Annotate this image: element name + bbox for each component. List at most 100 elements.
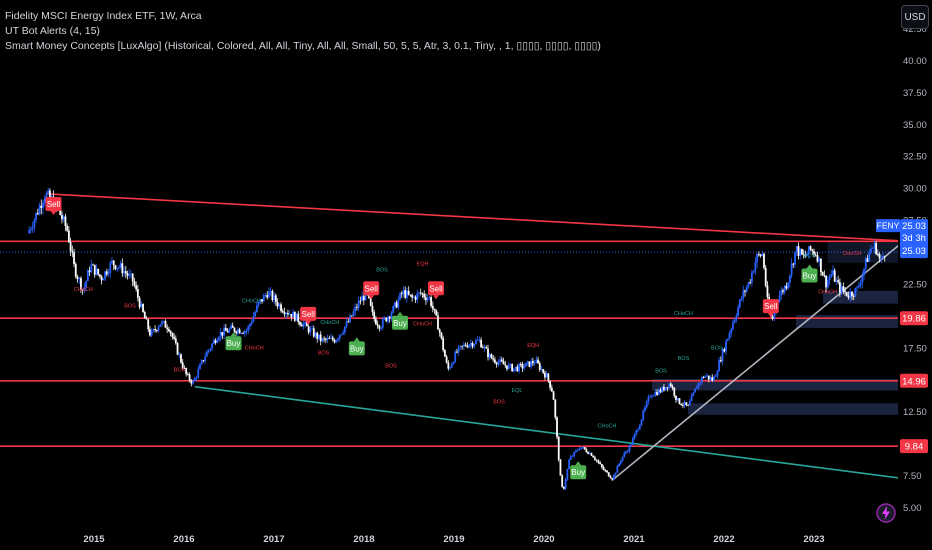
price-axis-bg [898,0,932,550]
candle-body [616,465,619,473]
candle-body [756,254,758,263]
candle-body [516,366,519,372]
level-price-label: 9.84 [905,442,924,453]
price-axis[interactable]: 5.007.5010.0012.5015.0017.5020.0022.5025… [898,0,932,550]
candle-body [121,263,124,274]
candle-body [625,451,627,454]
candle-body [133,281,136,286]
candle-body [549,380,552,388]
candle-body [326,338,329,340]
candle-body [864,258,867,269]
candle-body [440,332,443,339]
signal-label: Buy [393,319,407,328]
candle-body [59,209,62,216]
candle-body [523,366,526,369]
candle-body [650,396,653,397]
candle-body [788,275,791,283]
y-tick-label: 17.50 [903,343,927,354]
structure-label: CHoCH [74,287,93,293]
signal-badge [300,306,317,321]
candle-body [28,229,31,234]
candle-body [880,257,883,259]
candle-body [794,251,796,265]
candle-body [123,271,125,274]
candle-body [668,383,671,389]
y-tick-label: 12.50 [903,407,927,418]
symbol-legend[interactable]: Fidelity MSCI Energy Index ETF, 1W, Arca [5,10,202,22]
candle-body [497,361,500,365]
candle-body [204,356,207,362]
candle-body [759,254,762,257]
candle-body [545,373,548,378]
candle-body [31,227,34,230]
candle-body [718,360,721,372]
candle-body [813,251,815,255]
candle-body [676,398,679,401]
candle-body [614,472,617,475]
candle-body [264,295,267,296]
candle-body [224,327,227,331]
candle-body [821,271,824,276]
candle-body [495,362,498,365]
candle-body [613,474,615,480]
candle-body [254,311,257,317]
candle-body [600,464,603,468]
y-tick-label: 7.50 [903,471,922,482]
candle-body [870,248,872,253]
sell-signal: Sell [45,196,62,215]
candle-body [844,290,846,293]
candle-body [88,270,91,273]
indicator-legend-smc[interactable]: Smart Money Concepts [LuxAlgo] (Historic… [5,40,601,52]
candle-body [782,290,784,292]
candle-body [135,285,138,290]
signal-label: Sell [764,302,778,311]
candle-body [504,364,507,366]
candle-body [861,275,864,284]
level-price-tag [900,439,928,454]
sell-signal: Sell [300,306,317,325]
indicator-legend-ut-bot[interactable]: UT Bot Alerts (4, 15) [5,25,100,37]
candle-body [702,377,705,378]
candle-body [221,331,224,336]
currency-button[interactable]: USD [901,5,929,29]
candle-body [411,295,414,298]
candle-body [587,452,589,454]
candle-body [809,246,812,250]
candle-body [621,456,624,461]
signal-pointer [397,311,403,316]
candle-body [554,399,557,418]
candle-body [780,290,783,296]
candle-body [500,359,503,362]
candle-body [373,312,376,320]
candle-body [687,404,689,406]
candle-body [431,305,434,309]
candle-body [266,295,269,298]
candle-body [856,287,859,288]
candle-body [590,452,593,456]
time-axis[interactable]: 2015 2016 2017 2018 2019 2020 2021 2022 2023 [0,527,932,550]
candle-body [514,366,517,369]
candle-body [166,327,169,330]
candle-body [357,300,360,308]
candle-body [117,267,120,269]
candle-body [281,310,284,313]
candle-body [707,375,710,380]
candle-body [85,281,88,288]
horizontal-levels [0,240,898,447]
structure-label: CHoCH [818,289,837,295]
lightning-icon[interactable] [876,503,896,523]
candle-body [430,297,432,306]
candle-body [145,318,148,320]
x-tick-label: 2021 [623,534,645,545]
candle-body [114,265,117,270]
candle-body [849,291,852,298]
candle-body [525,362,527,367]
buy-signal: Buy [225,332,242,351]
candle-body [397,299,400,308]
candle-body [197,369,200,378]
candle-body [138,297,141,308]
candle-body [321,338,324,342]
candle-body [335,340,338,343]
candle-body [645,401,648,408]
